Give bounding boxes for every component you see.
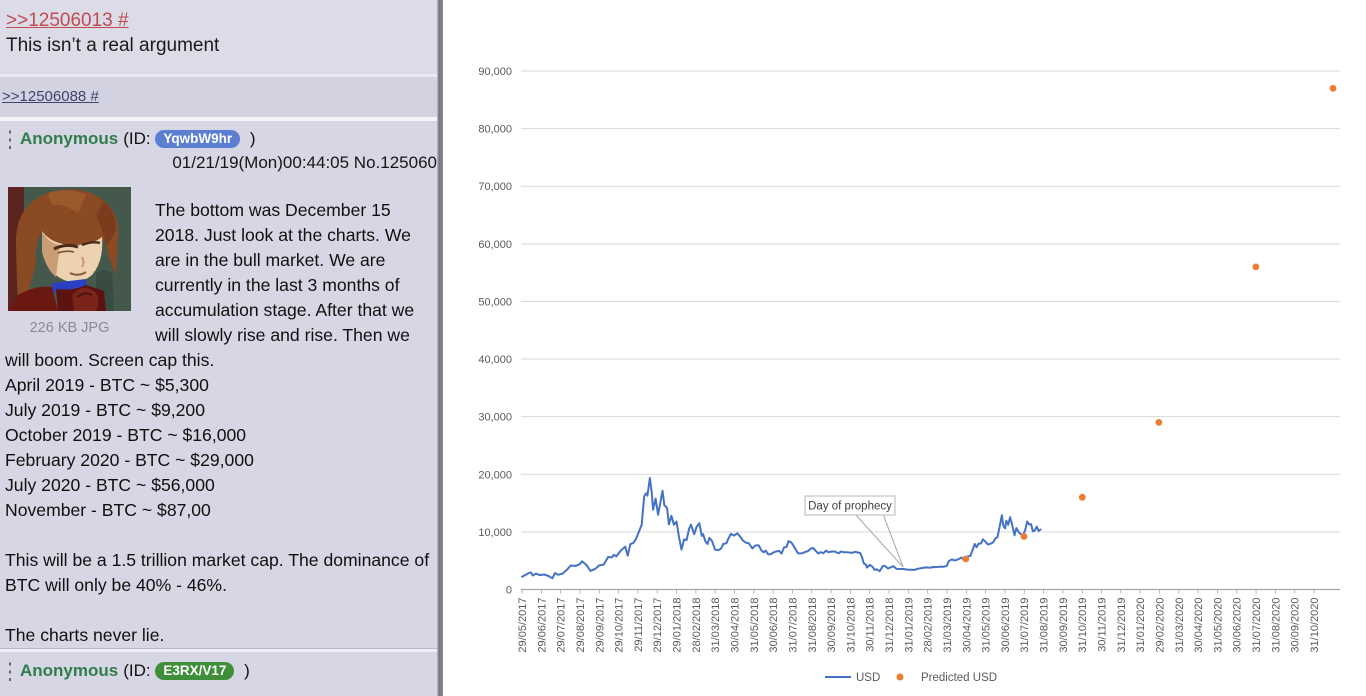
section-divider (0, 117, 437, 121)
backlink-row: >>12506088 # (0, 74, 437, 117)
svg-text:31/07/2019: 31/07/2019 (1019, 598, 1031, 653)
svg-text:28/02/2018: 28/02/2018 (691, 598, 703, 653)
svg-text:30/06/2018: 30/06/2018 (768, 598, 780, 653)
svg-text:31/03/2020: 31/03/2020 (1174, 598, 1186, 653)
poster-id-suffix: ) (249, 129, 256, 148)
post-card: ⋮ Anonymous (ID: YqwbW9hr ) 01/21/19(Mon)0… (0, 121, 437, 648)
svg-text:10,000: 10,000 (478, 527, 512, 539)
post-timestamp: 01/21/19(Mon)00:44:05 No.125060 (172, 153, 437, 172)
post-separator (0, 648, 437, 652)
svg-text:31/01/2020: 31/01/2020 (1135, 598, 1147, 653)
prediction-line: July 2019 - BTC ~ $9,200 (5, 400, 206, 420)
svg-text:30/09/2020: 30/09/2020 (1290, 598, 1302, 653)
svg-text:31/03/2018: 31/03/2018 (710, 598, 722, 653)
svg-text:31/03/2019: 31/03/2019 (942, 598, 954, 653)
post-text-intro: The bottom was December 15 2018. Just lo… (5, 200, 415, 370)
svg-text:60,000: 60,000 (478, 239, 512, 251)
svg-text:29/10/2017: 29/10/2017 (614, 598, 626, 653)
thumbnail-filesize: 226 KB JPG (29, 320, 110, 336)
poster-name: Anonymous (20, 661, 119, 680)
post-menu-icon[interactable]: ⋮ (3, 657, 17, 684)
svg-text:90,000: 90,000 (478, 66, 512, 78)
svg-text:31/05/2019: 31/05/2019 (981, 598, 993, 653)
svg-text:29/11/2017: 29/11/2017 (633, 598, 645, 652)
svg-text:29/05/2017: 29/05/2017 (517, 598, 529, 653)
quoted-post-text: This isn’t a real argument (6, 35, 220, 56)
svg-text:31/08/2020: 31/08/2020 (1270, 598, 1282, 653)
svg-text:31/07/2020: 31/07/2020 (1251, 598, 1263, 653)
svg-text:80,000: 80,000 (478, 124, 512, 136)
svg-text:30/06/2020: 30/06/2020 (1232, 598, 1244, 653)
svg-text:30/04/2020: 30/04/2020 (1193, 598, 1205, 653)
svg-text:31/12/2019: 31/12/2019 (1116, 598, 1128, 653)
prediction-line: April 2019 - BTC ~ $5,300 (5, 375, 209, 395)
svg-text:29/02/2020: 29/02/2020 (1154, 598, 1166, 653)
svg-text:Day of prophecy: Day of prophecy (808, 501, 892, 513)
post-thumbnail[interactable] (8, 187, 131, 311)
svg-text:31/05/2020: 31/05/2020 (1212, 598, 1224, 653)
svg-text:31/07/2018: 31/07/2018 (787, 598, 799, 653)
post-body: 226 KB JPG The bottom was December 15 20… (0, 173, 437, 648)
post-text-marketcap: This will be a 1.5 trillion market cap. … (5, 550, 430, 595)
svg-text:USD: USD (856, 672, 880, 684)
svg-text:31/05/2018: 31/05/2018 (749, 598, 761, 653)
chart-panel: 0 10,000 20,000 30,000 40,000 50,000 60,000 70,… (443, 0, 1366, 696)
svg-text:30/04/2019: 30/04/2019 (961, 598, 973, 653)
prediction-line: November - BTC ~ $87,00 (5, 500, 211, 520)
svg-text:29/08/2017: 29/08/2017 (575, 598, 587, 653)
svg-text:50,000: 50,000 (478, 296, 512, 308)
backlink[interactable]: >>12506088 # (2, 88, 99, 105)
svg-text:30/11/2018: 30/11/2018 (865, 598, 877, 652)
prediction-line: October 2019 - BTC ~ $16,000 (5, 425, 247, 445)
poster-id-suffix: ) (244, 661, 250, 680)
svg-text:31/10/2020: 31/10/2020 (1309, 598, 1321, 653)
quote-link[interactable]: >>12506013 # (6, 10, 129, 31)
poster-id-badge[interactable]: YqwbW9hr (155, 130, 241, 148)
next-post-card: ⋮ Anonymous (ID: E3RX/V17 ) (0, 652, 437, 684)
svg-text:30/04/2018: 30/04/2018 (729, 598, 741, 653)
quoted-post: >>12506013 # This isn’t a real argument (0, 0, 437, 74)
svg-text:30/11/2019: 30/11/2019 (1097, 598, 1109, 652)
poster-id-badge[interactable]: E3RX/V17 (155, 662, 235, 680)
post-text-closing: The charts never lie. (5, 625, 165, 645)
svg-text:31/10/2018: 31/10/2018 (845, 598, 857, 653)
svg-text:40,000: 40,000 (478, 354, 512, 366)
window-divider (437, 0, 443, 696)
svg-text:29/09/2017: 29/09/2017 (594, 598, 606, 653)
svg-text:30,000: 30,000 (478, 412, 512, 424)
svg-text:0: 0 (506, 585, 512, 597)
svg-text:28/02/2019: 28/02/2019 (923, 598, 935, 653)
poster-id-prefix: (ID: (123, 129, 151, 148)
svg-text:Predicted USD: Predicted USD (921, 672, 997, 684)
prediction-line: July 2020 - BTC ~ $56,000 (5, 475, 215, 495)
poster-id-prefix: (ID: (123, 661, 151, 680)
price-chart: 0 10,000 20,000 30,000 40,000 50,000 60,000 70,… (478, 66, 1340, 684)
svg-text:31/10/2019: 31/10/2019 (1077, 598, 1089, 653)
svg-text:20,000: 20,000 (478, 469, 512, 481)
svg-text:29/12/2017: 29/12/2017 (652, 598, 664, 653)
svg-text:31/01/2019: 31/01/2019 (903, 598, 915, 653)
post-menu-icon[interactable]: ⋮ (3, 125, 17, 152)
svg-text:30/06/2019: 30/06/2019 (1000, 598, 1012, 653)
poster-name: Anonymous (20, 129, 119, 148)
svg-text:70,000: 70,000 (478, 181, 512, 193)
svg-text:31/08/2019: 31/08/2019 (1039, 598, 1051, 653)
svg-text:30/09/2019: 30/09/2019 (1058, 598, 1070, 653)
chart-legend: USD Predicted USD (825, 672, 997, 684)
svg-text:31/12/2018: 31/12/2018 (884, 598, 896, 653)
svg-text:31/08/2018: 31/08/2018 (807, 598, 819, 653)
thumbnail-wrap: 226 KB JPG (8, 187, 131, 341)
svg-text:29/06/2017: 29/06/2017 (536, 598, 548, 653)
prediction-line: February 2020 - BTC ~ $29,000 (5, 450, 254, 470)
next-post-header: ⋮ Anonymous (ID: E3RX/V17 ) (0, 652, 437, 684)
thread-panel: >>12506013 # This isn’t a real argument … (0, 0, 437, 696)
svg-text:29/07/2017: 29/07/2017 (556, 598, 568, 653)
svg-text:30/09/2018: 30/09/2018 (826, 598, 838, 653)
post-header: ⋮ Anonymous (ID: YqwbW9hr ) (0, 121, 437, 152)
svg-text:29/01/2018: 29/01/2018 (672, 598, 684, 653)
